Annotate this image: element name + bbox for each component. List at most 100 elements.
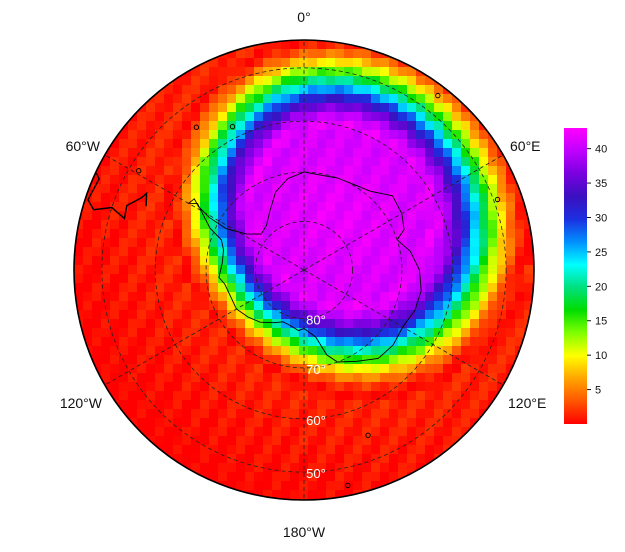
field-cell: [218, 220, 228, 230]
field-cell: [137, 400, 147, 410]
field-cell: [137, 211, 147, 221]
field-cell: [137, 139, 147, 149]
field-cell: [254, 364, 264, 374]
field-cell: [425, 130, 435, 140]
field-cell: [425, 193, 435, 203]
field-cell: [452, 274, 462, 284]
field-cell: [515, 319, 525, 329]
field-cell: [434, 157, 444, 167]
field-cell: [209, 445, 219, 455]
field-cell: [317, 445, 327, 455]
field-cell: [443, 139, 453, 149]
field-cell: [434, 247, 444, 257]
field-cell: [83, 202, 93, 212]
field-cell: [389, 139, 399, 149]
field-cell: [317, 436, 327, 446]
field-cell: [362, 301, 372, 311]
field-cell: [407, 247, 417, 257]
field-cell: [146, 238, 156, 248]
field-cell: [380, 229, 390, 239]
field-cell: [362, 364, 372, 374]
field-cell: [182, 400, 192, 410]
field-cell: [416, 364, 426, 374]
field-cell: [335, 175, 345, 185]
field-cell: [326, 229, 336, 239]
field-cell: [470, 121, 480, 131]
field-cell: [155, 400, 165, 410]
field-cell: [272, 490, 282, 500]
field-cell: [407, 391, 417, 401]
field-cell: [245, 382, 255, 392]
field-cell: [326, 85, 336, 95]
field-cell: [398, 310, 408, 320]
field-cell: [497, 157, 507, 167]
field-cell: [317, 256, 327, 266]
field-cell: [290, 382, 300, 392]
latitude-label-lat-80: 80°: [306, 313, 326, 328]
field-cell: [497, 328, 507, 338]
field-cell: [434, 166, 444, 176]
field-cell: [218, 472, 228, 482]
field-cell: [317, 166, 327, 176]
field-cell: [317, 337, 327, 347]
field-cell: [146, 193, 156, 203]
field-cell: [497, 175, 507, 185]
field-cell: [236, 58, 246, 68]
field-cell: [488, 211, 498, 221]
field-cell: [209, 355, 219, 365]
field-cell: [389, 85, 399, 95]
field-cell: [407, 418, 417, 428]
field-cell: [380, 211, 390, 221]
field-cell: [335, 301, 345, 311]
field-cell: [452, 112, 462, 122]
field-cell: [524, 229, 534, 239]
field-cell: [326, 328, 336, 338]
field-cell: [380, 355, 390, 365]
field-cell: [407, 103, 417, 113]
field-cell: [416, 247, 426, 257]
field-cell: [227, 121, 237, 131]
field-cell: [425, 148, 435, 158]
field-cell: [335, 400, 345, 410]
field-cell: [344, 364, 354, 374]
field-cell: [173, 166, 183, 176]
field-cell: [443, 346, 453, 356]
field-cell: [344, 346, 354, 356]
field-cell: [227, 454, 237, 464]
field-cell: [524, 247, 534, 257]
field-cell: [245, 202, 255, 212]
field-cell: [506, 310, 516, 320]
field-cell: [371, 148, 381, 158]
field-cell: [515, 202, 525, 212]
field-cell: [317, 472, 327, 482]
field-cell: [191, 184, 201, 194]
field-cell: [200, 346, 210, 356]
field-cell: [308, 94, 318, 104]
field-cell: [335, 256, 345, 266]
field-cell: [164, 355, 174, 365]
field-cell: [137, 265, 147, 275]
field-cell: [443, 274, 453, 284]
field-cell: [371, 157, 381, 167]
field-cell: [146, 283, 156, 293]
field-cell: [362, 265, 372, 275]
field-cell: [416, 166, 426, 176]
field-cell: [92, 247, 102, 257]
field-cell: [119, 238, 129, 248]
field-cell: [452, 319, 462, 329]
field-cell: [272, 391, 282, 401]
field-cell: [209, 247, 219, 257]
field-cell: [353, 76, 363, 86]
field-cell: [236, 337, 246, 347]
field-cell: [479, 364, 489, 374]
field-cell: [245, 157, 255, 167]
field-cell: [398, 256, 408, 266]
field-cell: [263, 427, 273, 437]
field-cell: [191, 112, 201, 122]
field-cell: [479, 382, 489, 392]
field-cell: [344, 409, 354, 419]
field-cell: [128, 382, 138, 392]
field-cell: [272, 418, 282, 428]
field-cell: [236, 418, 246, 428]
